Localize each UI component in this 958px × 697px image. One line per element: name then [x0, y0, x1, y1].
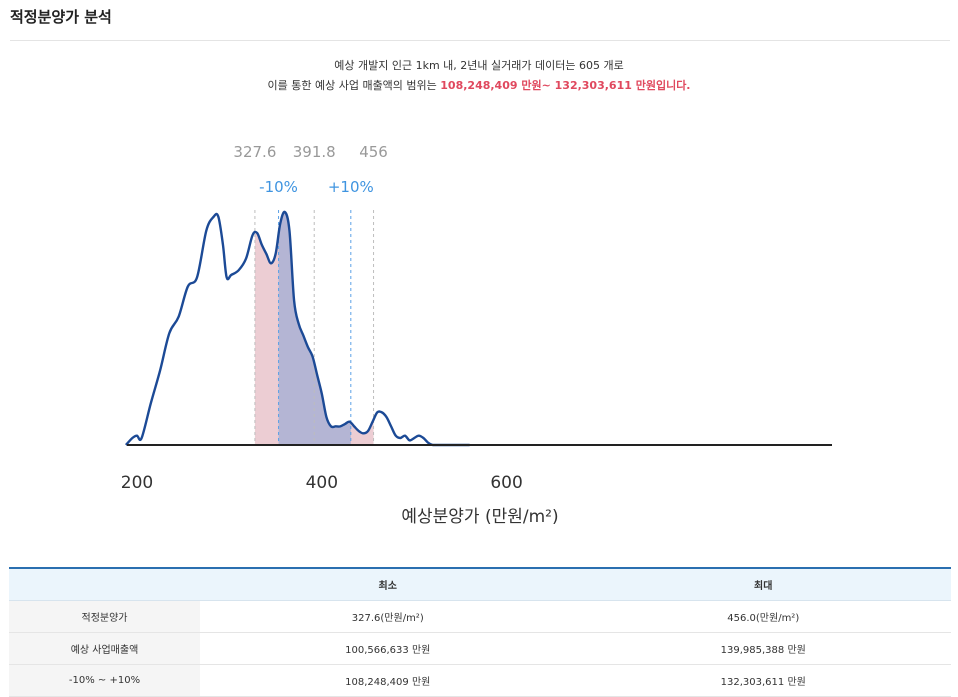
- table-header-empty: [9, 567, 200, 601]
- row-label: -10% ~ +10%: [9, 664, 200, 697]
- row-min-value: 327.6(만원/m²): [200, 600, 576, 633]
- row-max-value: 456.0(만원/m²): [575, 600, 951, 633]
- band-label-1: +10%: [328, 178, 374, 196]
- page-title: 적정분양가 분석: [10, 8, 112, 26]
- row-label: 예상 사업매출액: [9, 632, 200, 665]
- table-row: 적정분양가 327.6(만원/m²) 456.0(만원/m²): [9, 600, 951, 633]
- x-tick-label: 400: [306, 473, 338, 493]
- marker-label-2: 456: [359, 143, 388, 161]
- band-label-0: -10%: [259, 178, 298, 196]
- revenue-range-highlight: 108,248,409 만원~ 132,303,611 만원입니다.: [440, 79, 691, 92]
- table-header-row: 최소 최대: [9, 567, 951, 601]
- summary-text: 예상 개발지 인근 1km 내, 2년내 실거래가 데이터는 605 개로 이를…: [0, 56, 958, 96]
- marker-label-1: 391.8: [293, 143, 336, 161]
- row-label: 적정분양가: [9, 600, 200, 633]
- summary-line-2: 이를 통한 예상 사업 매출액의 범위는 108,248,409 만원~ 132…: [0, 76, 958, 96]
- table-row: -10% ~ +10% 108,248,409 만원 132,303,611 만…: [9, 664, 951, 697]
- row-max-value: 132,303,611 만원: [575, 664, 951, 697]
- x-tick-label: 600: [490, 473, 522, 493]
- summary-line-2-prefix: 이를 통한 예상 사업 매출액의 범위는: [267, 79, 441, 92]
- density-curve: [125, 210, 470, 447]
- marker-label-0: 327.6: [233, 143, 276, 161]
- price-distribution-chart: 327.6 391.8 456 -10% +10% 200 400 600 예상분양가 (만원/…: [121, 143, 832, 527]
- row-min-value: 100,566,633 만원: [200, 632, 576, 665]
- shaded-range-1: [278, 211, 351, 445]
- price-summary-table: 최소 최대 적정분양가 327.6(만원/m²) 456.0(만원/m²) 예상…: [9, 567, 951, 697]
- row-max-value: 139,985,388 만원: [575, 632, 951, 665]
- title-divider: [10, 40, 950, 41]
- x-tick-label: 200: [121, 473, 153, 493]
- summary-line-1: 예상 개발지 인근 1km 내, 2년내 실거래가 데이터는 605 개로: [334, 59, 624, 72]
- table-header-max: 최대: [575, 567, 951, 601]
- table-header-min: 최소: [200, 567, 576, 601]
- x-axis-label: 예상분양가 (만원/m²): [401, 507, 558, 527]
- table-row: 예상 사업매출액 100,566,633 만원 139,985,388 만원: [9, 632, 951, 665]
- row-min-value: 108,248,409 만원: [200, 664, 576, 697]
